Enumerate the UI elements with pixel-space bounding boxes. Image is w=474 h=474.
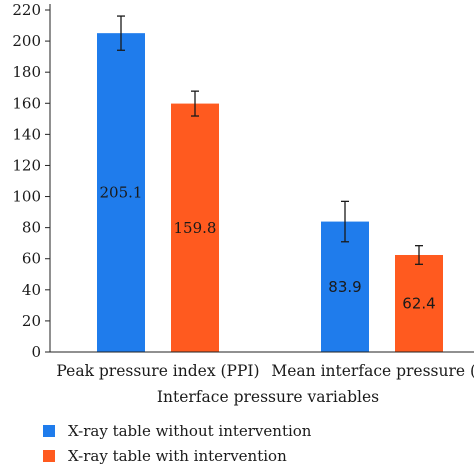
y-tick-label: 200 xyxy=(12,32,41,50)
legend-label: X-ray table with intervention xyxy=(68,447,287,465)
legend-label: X-ray table without intervention xyxy=(68,422,312,440)
y-tick-label: 140 xyxy=(12,125,41,143)
y-tick-label: 20 xyxy=(22,312,41,330)
y-tick-label: 40 xyxy=(22,281,41,299)
bar-value-label: 62.4 xyxy=(402,294,435,312)
bar xyxy=(395,254,443,352)
legend-swatch xyxy=(43,425,55,437)
x-category-label: Peak pressure index (PPI) xyxy=(56,362,259,380)
bar-value-label: 159.8 xyxy=(174,219,217,237)
bars: 205.1 83.9 159.8 62.4 xyxy=(97,15,443,353)
bar-value-label: 205.1 xyxy=(100,184,143,202)
legend: X-ray table without intervention X-ray ta… xyxy=(43,422,312,465)
x-category-label: Mean interface pressure (IP xyxy=(271,362,474,380)
bar-value-label: 83.9 xyxy=(328,278,361,296)
x-axis: Peak pressure index (PPI) Mean interface … xyxy=(50,351,474,380)
y-tick-label: 80 xyxy=(22,219,41,237)
y-tick-label: 120 xyxy=(12,156,41,174)
y-tick-label: 220 xyxy=(12,1,41,19)
y-axis: 0 20 40 60 80 100 120 140 160 180 200 220 xyxy=(12,1,51,361)
y-tick-label: 160 xyxy=(12,94,41,112)
x-axis-title: Interface pressure variables xyxy=(157,388,379,406)
bar xyxy=(321,221,369,352)
y-tick-label: 0 xyxy=(31,343,41,361)
y-tick-label: 60 xyxy=(22,250,41,268)
y-tick-label: 100 xyxy=(12,188,41,206)
y-tick-label: 180 xyxy=(12,63,41,81)
bar xyxy=(171,103,219,352)
bar xyxy=(97,33,145,353)
legend-swatch xyxy=(43,450,55,462)
